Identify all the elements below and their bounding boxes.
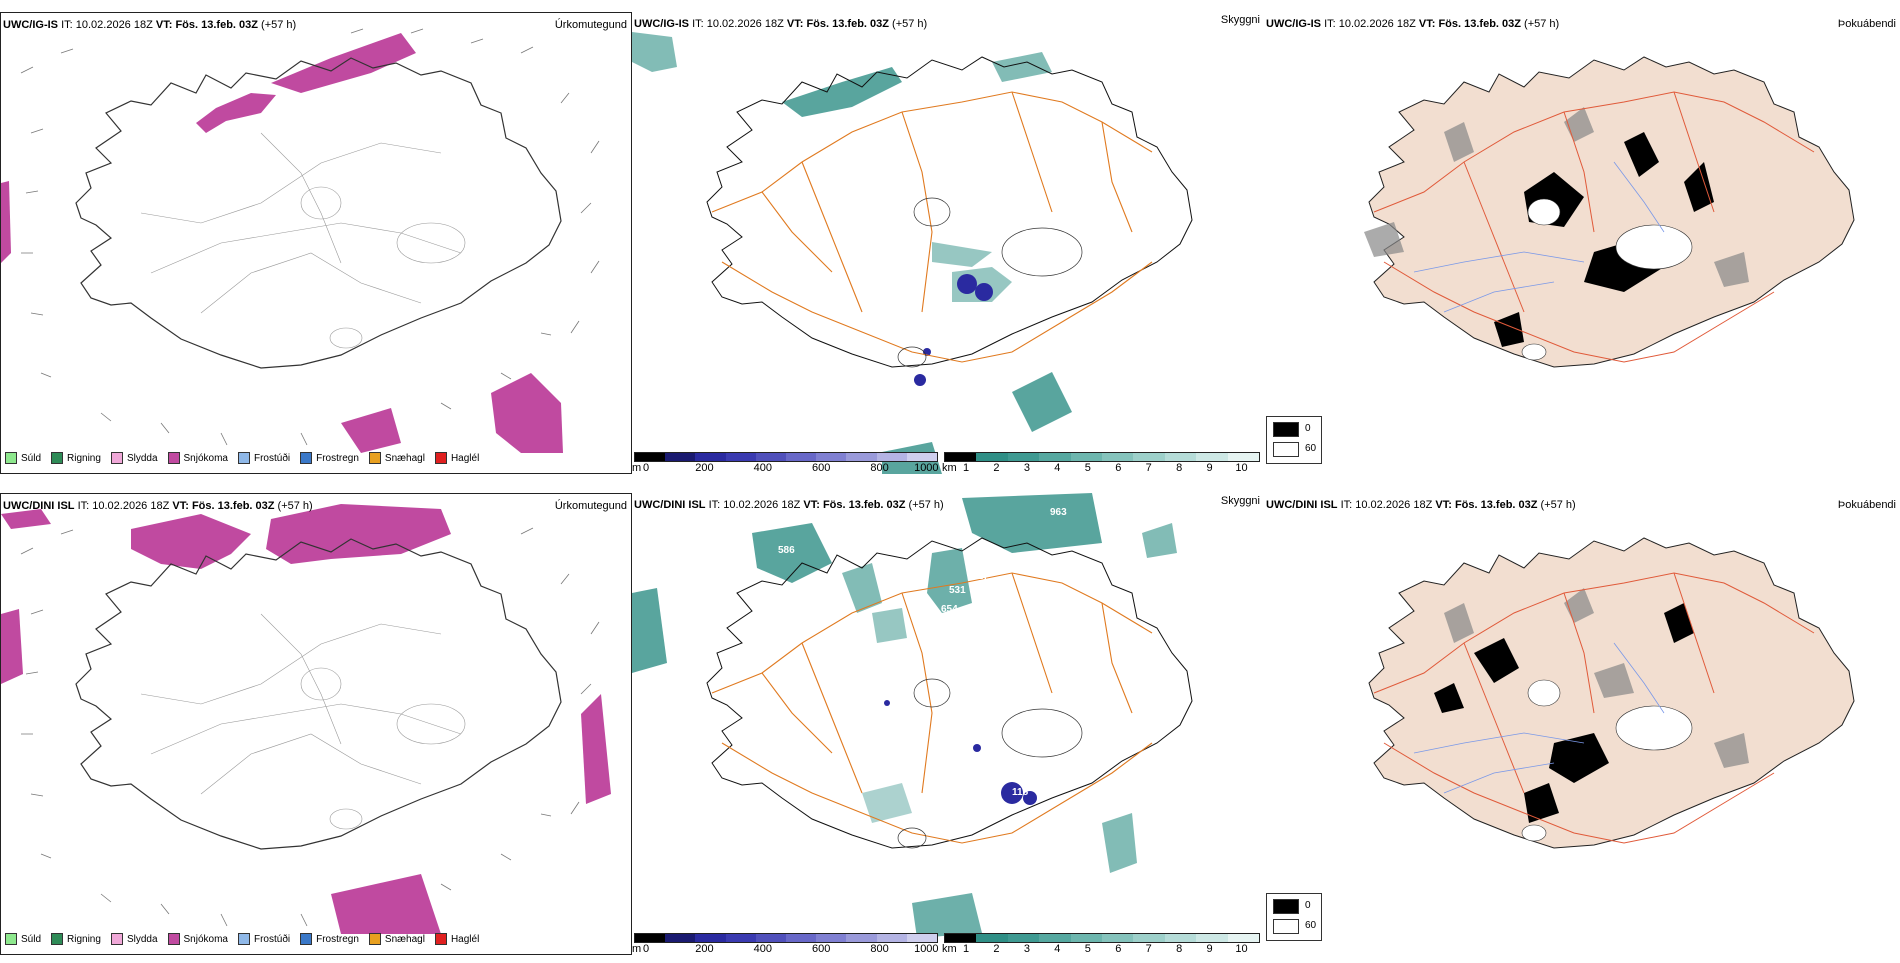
visibility-ticks: 1 2 3 4 5 6 7 8 9 10 xyxy=(962,943,1248,955)
ceiling-value-label: 586 xyxy=(778,545,795,556)
fog-key-swatch xyxy=(1273,442,1299,457)
ceiling-value-label: 28 xyxy=(844,625,856,636)
precip-legend: Súld Rigning Slydda Snjókoma Frostúði Fr… xyxy=(5,930,479,948)
legend-item-haglel: Haglél xyxy=(434,452,479,464)
swatch xyxy=(167,452,180,464)
precip-legend: Súld Rigning Slydda Snjókoma Frostúði Fr… xyxy=(5,449,479,467)
forecast-row-top: UWC/IG-IS IT: 10.02.2026 18Z VT: Fös. 13… xyxy=(0,12,1900,482)
legend-item-frostudi: Frostúði xyxy=(237,452,290,464)
visibility-colorbar xyxy=(944,933,1260,943)
ceiling-value-label: 654 xyxy=(941,604,958,615)
ceiling-ticks: 0 200 400 600 800 1000 xyxy=(642,943,939,955)
swatch xyxy=(5,933,17,945)
ceiling-value-label: 963 xyxy=(1050,507,1067,518)
panel-title: Skyggni xyxy=(1220,14,1260,26)
swatch xyxy=(51,452,64,464)
legend-item-snaehagl: Snæhagl xyxy=(368,933,425,945)
legend-item-slydda: Slydda xyxy=(110,933,158,945)
panel-title: Þokuábendi xyxy=(1837,18,1896,30)
swatch xyxy=(110,452,123,464)
legend-item-frostregn: Frostregn xyxy=(300,452,359,464)
fog-key-swatch xyxy=(1273,919,1299,934)
swatch xyxy=(237,452,250,464)
visibility-panel: UWC/DINI ISL IT: 10.02.2026 18Z VT: Fös.… xyxy=(632,493,1264,955)
panel-title: Skyggni xyxy=(1220,495,1260,507)
swatch xyxy=(167,933,180,945)
fog-map xyxy=(1364,56,1855,368)
forecast-row-bottom: UWC/DINI ISL IT: 10.02.2026 18Z VT: Fös.… xyxy=(0,493,1900,963)
ceiling-value-label: 152 xyxy=(1010,284,1027,295)
legend-item-snjokoma: Snjókoma xyxy=(167,452,228,464)
swatch xyxy=(300,933,313,945)
ceiling-unit: m xyxy=(632,943,642,955)
swatch xyxy=(368,933,381,945)
legend-item-slydda: Slydda xyxy=(110,452,158,464)
legend-item-frostudi: Frostúði xyxy=(237,933,290,945)
swatch xyxy=(237,933,250,945)
swatch xyxy=(300,452,313,464)
ceiling-colorbar xyxy=(634,452,938,462)
panel-title: Þokuábendi xyxy=(1837,499,1896,511)
legend-item-rigning: Rigning xyxy=(51,452,101,464)
visibility-map xyxy=(632,493,1193,938)
swatch xyxy=(110,933,123,945)
swatch xyxy=(51,933,64,945)
visibility-colorbar xyxy=(944,452,1260,462)
ceiling-value-label: 118 xyxy=(1012,787,1029,798)
precip-map xyxy=(1,504,611,934)
legend-item-frostregn: Frostregn xyxy=(300,933,359,945)
swatch xyxy=(434,933,447,945)
legend-item-rigning: Rigning xyxy=(51,933,101,945)
legend-item-sudd: Súld xyxy=(5,933,41,945)
panel-header: UWC/IG-IS IT: 10.02.2026 18Z VT: Fös. 13… xyxy=(1266,18,1560,30)
panel-header: UWC/IG-IS IT: 10.02.2026 18Z VT: Fös. 13… xyxy=(3,19,297,31)
visibility-unit: km xyxy=(942,943,957,955)
fog-key-swatch xyxy=(1273,899,1299,914)
legend-item-sudd: Súld xyxy=(5,452,41,464)
ceiling-ticks: 0 200 400 600 800 1000 xyxy=(642,462,939,474)
ceiling-colorbar xyxy=(634,933,938,943)
precip-map xyxy=(1,28,600,453)
panel-title: Úrkomutegund xyxy=(554,19,627,31)
visibility-panel: UWC/IG-IS IT: 10.02.2026 18Z VT: Fös. 13… xyxy=(632,12,1264,474)
ceiling-value-label: 531 xyxy=(949,585,966,596)
panel-title: Úrkomutegund xyxy=(554,500,627,512)
fog-key: 0 60 xyxy=(1266,416,1322,464)
fog-key: 0 60 xyxy=(1266,893,1322,941)
legend-item-snjokoma: Snjókoma xyxy=(167,933,228,945)
legend-item-snaehagl: Snæhagl xyxy=(368,452,425,464)
visibility-ticks: 1 2 3 4 5 6 7 8 9 10 xyxy=(962,462,1248,474)
panel-header: UWC/DINI ISL IT: 10.02.2026 18Z VT: Fös.… xyxy=(3,500,313,512)
precip-type-panel: UWC/DINI ISL IT: 10.02.2026 18Z VT: Fös.… xyxy=(0,493,632,955)
fog-map xyxy=(1368,537,1855,849)
ceiling-unit: m xyxy=(632,462,642,474)
panel-header: UWC/DINI ISL IT: 10.02.2026 18Z VT: Fös.… xyxy=(634,499,944,511)
visibility-unit: km xyxy=(942,462,957,474)
swatch xyxy=(434,452,447,464)
fog-key-swatch xyxy=(1273,422,1299,437)
visibility-map xyxy=(632,32,1193,474)
fog-panel: UWC/DINI ISL IT: 10.02.2026 18Z VT: Fös.… xyxy=(1264,493,1900,955)
swatch xyxy=(368,452,381,464)
panel-header: UWC/IG-IS IT: 10.02.2026 18Z VT: Fös. 13… xyxy=(634,18,928,30)
precip-type-panel: UWC/IG-IS IT: 10.02.2026 18Z VT: Fös. 13… xyxy=(0,12,632,474)
ceiling-value-label: 617 xyxy=(972,571,989,582)
swatch xyxy=(5,452,17,464)
legend-item-haglel: Haglél xyxy=(434,933,479,945)
ceiling-value-label: 270 xyxy=(1040,291,1057,302)
panel-header: UWC/DINI ISL IT: 10.02.2026 18Z VT: Fös.… xyxy=(1266,499,1576,511)
fog-panel: UWC/IG-IS IT: 10.02.2026 18Z VT: Fös. 13… xyxy=(1264,12,1900,474)
